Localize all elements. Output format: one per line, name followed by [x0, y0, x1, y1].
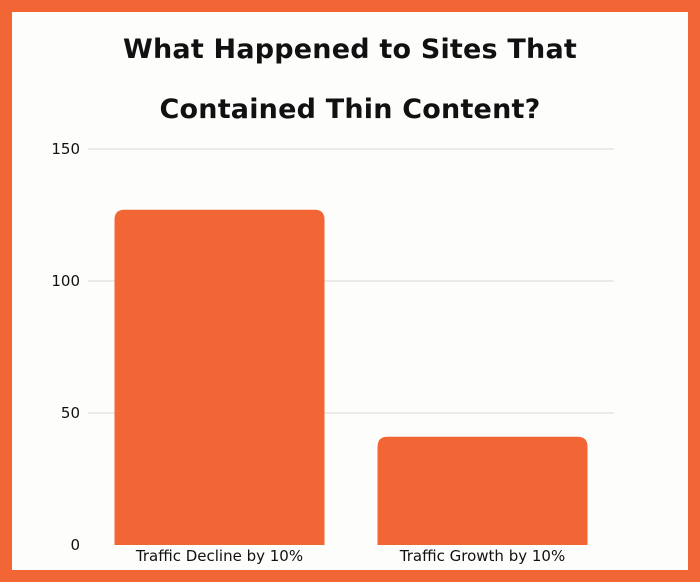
- x-category-label: Traffic Growth by 10%: [399, 547, 565, 565]
- chart-title-line-1: What Happened to Sites That: [123, 34, 577, 65]
- y-tick-label: 100: [51, 272, 80, 290]
- chart-title: What Happened to Sites That Contained Th…: [0, 20, 700, 140]
- y-tick-label: 150: [51, 140, 80, 158]
- y-tick-label: 50: [61, 404, 80, 422]
- bar-1: [377, 436, 588, 545]
- bar-0: [114, 209, 325, 545]
- x-category-label: Traffic Decline by 10%: [135, 547, 303, 565]
- chart-title-line-2: Contained Thin Content?: [159, 94, 541, 125]
- y-tick-label: 0: [70, 536, 80, 554]
